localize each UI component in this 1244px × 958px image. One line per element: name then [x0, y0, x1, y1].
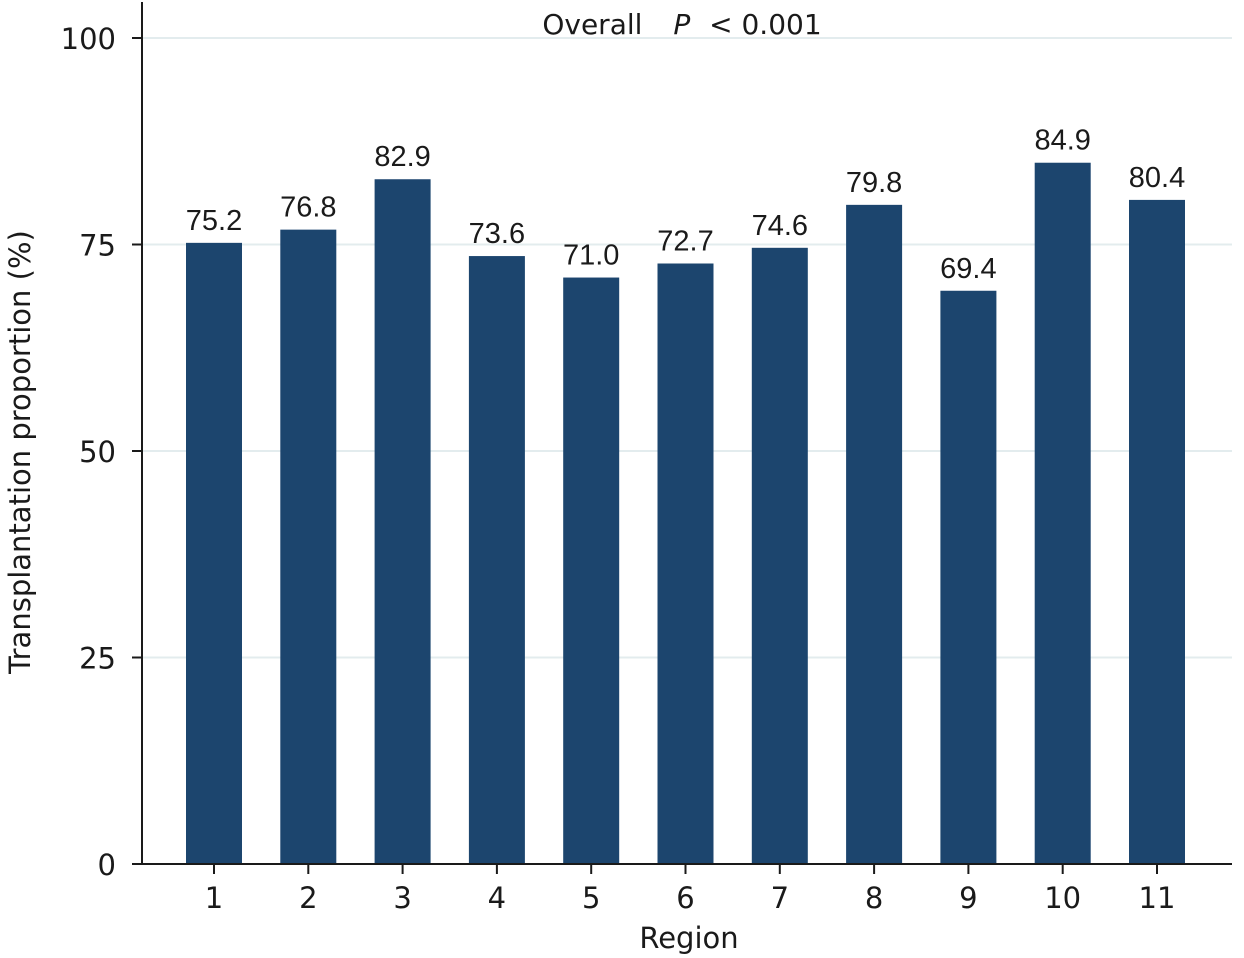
- data-label-region-8: 79.8: [846, 167, 902, 199]
- bar-region-9: [940, 290, 997, 865]
- data-label-region-6: 72.7: [657, 225, 713, 257]
- data-label-region-2: 76.8: [280, 192, 336, 224]
- y-tick-label-100: 100: [61, 22, 116, 56]
- x-tick-label-8: 8: [865, 881, 883, 915]
- x-tick-label-9: 9: [959, 881, 977, 915]
- bar-region-2: [280, 229, 337, 864]
- x-tick-label-6: 6: [676, 881, 694, 915]
- data-labels: 75.2 76.8 82.9 73.6 71.0 72.7 74.6 79.8 69.4 84.9…: [186, 125, 1185, 285]
- data-label-region-7: 74.6: [752, 210, 808, 242]
- axes: [141, 2, 1232, 865]
- x-tick-label-11: 11: [1139, 881, 1176, 915]
- bar-region-6: [657, 263, 714, 864]
- data-label-region-4: 73.6: [469, 218, 525, 250]
- chart-title: Overall P < 0.001: [542, 8, 821, 41]
- data-label-region-9: 69.4: [940, 253, 996, 285]
- x-tick-label-7: 7: [771, 881, 789, 915]
- x-tick-label-10: 10: [1044, 881, 1081, 915]
- y-axis-title: Transplantation proportion (%): [3, 230, 37, 675]
- y-tick-label-75: 75: [79, 229, 116, 263]
- bar-region-1: [186, 242, 242, 864]
- bars: [186, 162, 1185, 865]
- x-tick-label-3: 3: [393, 881, 411, 915]
- x-ticks: 1 2 3 4 5 6 7 8 9 10 11: [205, 864, 1176, 915]
- x-tick-label-2: 2: [299, 881, 317, 915]
- bar-region-11: [1129, 199, 1185, 864]
- data-label-region-3: 82.9: [374, 141, 430, 173]
- data-label-region-10: 84.9: [1034, 125, 1090, 157]
- bar-region-7: [751, 247, 808, 864]
- bar-region-10: [1034, 162, 1091, 864]
- chart-title-prefix: Overall: [542, 8, 642, 41]
- chart-title-stat: P: [673, 8, 690, 41]
- data-label-region-5: 71.0: [563, 240, 619, 272]
- x-tick-label-4: 4: [488, 881, 506, 915]
- y-tick-label-0: 0: [98, 848, 116, 882]
- x-tick-label-1: 1: [205, 881, 223, 915]
- bar-region-8: [846, 204, 903, 865]
- y-tick-label-50: 50: [79, 435, 116, 469]
- data-label-region-1: 75.2: [186, 205, 242, 237]
- x-tick-label-5: 5: [582, 881, 600, 915]
- bar-region-3: [374, 179, 431, 865]
- y-ticks: 0 25 50 75 100: [61, 22, 142, 882]
- bar-region-5: [563, 277, 620, 864]
- data-label-region-11: 80.4: [1129, 162, 1185, 194]
- y-tick-label-25: 25: [79, 642, 116, 676]
- x-axis-title: Region: [639, 921, 738, 955]
- bar-region-4: [468, 256, 525, 865]
- chart-title-suffix: < 0.001: [709, 8, 822, 41]
